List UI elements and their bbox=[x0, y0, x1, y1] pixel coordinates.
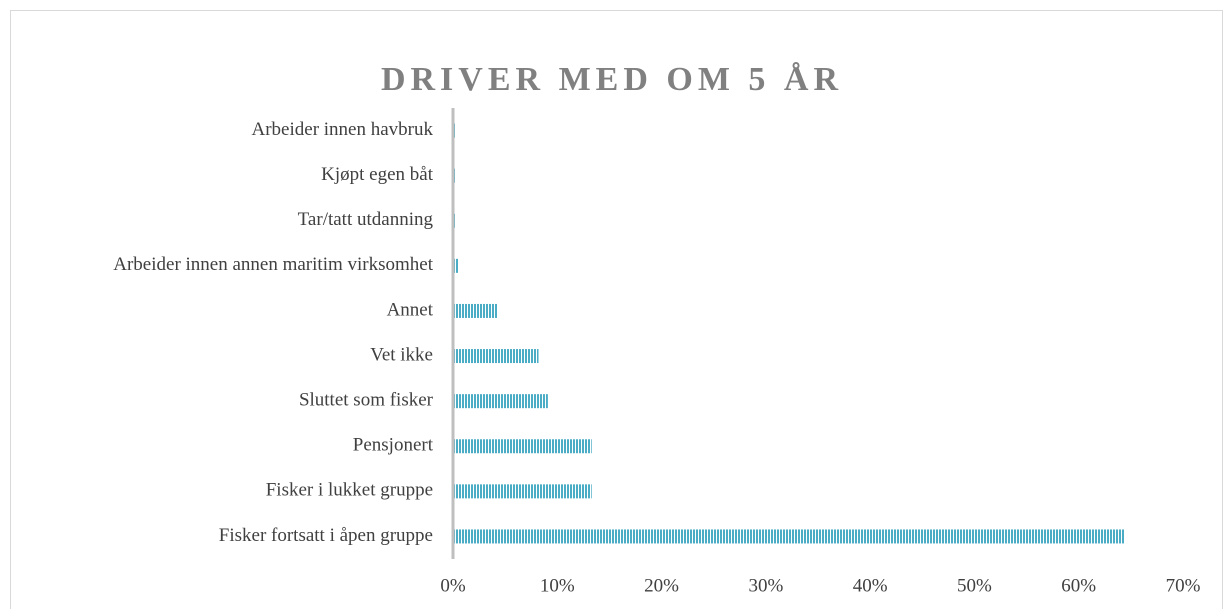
x-tick-label: 20% bbox=[644, 575, 679, 596]
chart-title: DRIVER MED OM 5 ÅR bbox=[381, 61, 843, 98]
bar bbox=[453, 258, 459, 273]
bar bbox=[453, 484, 592, 499]
bar bbox=[453, 349, 539, 364]
y-tick-label: Fisker i lukket gruppe bbox=[266, 480, 433, 501]
bar bbox=[453, 529, 1125, 544]
y-tick-label: Fisker fortsatt i åpen gruppe bbox=[219, 525, 433, 546]
x-tick-label: 10% bbox=[540, 575, 575, 596]
y-tick-label: Annet bbox=[387, 299, 434, 320]
bar bbox=[453, 394, 548, 409]
x-tick-label: 60% bbox=[1061, 575, 1096, 596]
x-tick-label: 0% bbox=[440, 575, 466, 596]
bar bbox=[453, 439, 592, 454]
bar bbox=[453, 303, 498, 318]
y-tick-label: Kjøpt egen båt bbox=[321, 164, 434, 185]
x-tick-label: 30% bbox=[748, 575, 783, 596]
y-tick-label: Vet ikke bbox=[370, 344, 433, 365]
x-tick-label: 40% bbox=[853, 575, 888, 596]
chart-border bbox=[10, 10, 1223, 609]
x-tick-label: 70% bbox=[1166, 575, 1201, 596]
y-tick-label: Arbeider innen annen maritim virksomhet bbox=[113, 254, 433, 275]
y-tick-label: Tar/tatt utdanning bbox=[298, 209, 434, 230]
y-tick-label: Arbeider innen havbruk bbox=[252, 119, 434, 140]
y-tick-label: Sluttet som fisker bbox=[299, 390, 434, 411]
y-tick-label: Pensjonert bbox=[353, 435, 434, 456]
x-tick-label: 50% bbox=[957, 575, 992, 596]
